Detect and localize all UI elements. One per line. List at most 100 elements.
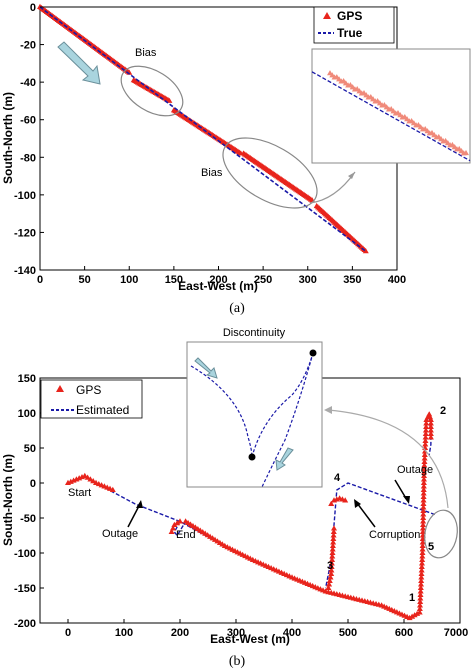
gps-point-b	[420, 521, 427, 527]
gps-point-b	[326, 581, 333, 587]
x-tick-label-a: 0	[37, 274, 43, 286]
gps-point-b	[427, 434, 434, 440]
gps-point-b	[329, 556, 336, 562]
gps-point-b	[420, 514, 427, 520]
gps-point-b	[421, 458, 428, 464]
gps-point-b	[421, 465, 428, 471]
gps-point-b	[177, 518, 183, 524]
legend-estimated-b: Estimated	[76, 403, 129, 417]
y-tick-label-b: -150	[14, 583, 36, 595]
x-tick-label-b: 7000	[444, 627, 468, 639]
gps-point-b	[422, 437, 429, 443]
inset-pointer-head-b	[324, 406, 332, 414]
x-tick-label-b: 500	[339, 627, 357, 639]
gps-point-b	[418, 567, 425, 573]
y-tick-label-b: 150	[18, 373, 36, 385]
panel-label-b: (b)	[229, 654, 246, 669]
x-tick-label-a: 350	[343, 274, 361, 286]
inset-arrow-down-left	[275, 447, 294, 471]
panel-a: 0 50 100 150 200 250 300 350 400 0 -20 -40 -60 -80 -1…	[1, 2, 471, 316]
x-tick-label-b: 100	[115, 627, 133, 639]
gps-point-b	[420, 507, 427, 513]
y-tick-label-a: -80	[20, 152, 36, 164]
panel-label-a: (a)	[229, 301, 245, 316]
discontinuity-ellipse	[424, 509, 458, 559]
gps-point-a	[362, 248, 369, 254]
gps-point-b	[418, 570, 425, 576]
gps-point-b	[422, 430, 429, 436]
outage-label-1: Outage	[102, 528, 138, 540]
x-tick-label-a: 100	[120, 274, 138, 286]
gps-point-b	[419, 542, 426, 548]
inset-a	[311, 48, 471, 164]
gps-point-b	[90, 478, 97, 484]
gps-point-b	[419, 549, 426, 555]
gps-point-b	[421, 469, 428, 475]
gps-point-b	[328, 567, 335, 573]
gps-point-b	[417, 591, 424, 597]
gps-point-b	[329, 549, 336, 555]
gps-point-b	[421, 455, 428, 461]
corruption-label: Corruption	[369, 529, 420, 541]
x-tick-label-a: 200	[209, 274, 227, 286]
gps-point-b	[109, 486, 116, 492]
y-tick-label-b: 0	[30, 478, 36, 490]
inset-pointer-arrow-b	[327, 409, 449, 509]
y-tick-label-a: -100	[14, 190, 36, 202]
gps-point-b	[420, 497, 427, 503]
gps-point-b	[416, 605, 423, 611]
y-tick-label-a: -120	[14, 227, 36, 239]
y-tick-label-a: 0	[30, 2, 36, 14]
direction-arrow-a	[57, 41, 101, 85]
discontinuity-title: Discontinuity	[223, 327, 286, 339]
gps-point-b	[416, 609, 423, 615]
gps-point-b	[419, 556, 426, 562]
discontinuity-point-1	[248, 453, 256, 461]
gps-point-b	[328, 570, 335, 576]
y-tick-label-a: -60	[20, 115, 36, 127]
gps-point-b	[420, 518, 427, 524]
legend-gps-marker-b	[56, 385, 64, 392]
gps-point-b	[420, 500, 427, 506]
gps-point-b	[409, 613, 416, 619]
gps-point-b	[84, 474, 91, 480]
gps-point-b	[427, 420, 434, 426]
x-tick-label-a: 300	[299, 274, 317, 286]
gps-point-b	[427, 414, 434, 420]
point-label-2: 2	[440, 405, 446, 417]
gps-point-b	[418, 577, 425, 583]
gps-point-b	[330, 528, 337, 534]
inset-gps-point-a	[463, 149, 469, 156]
point-label-5: 5	[428, 541, 434, 553]
y-axis-label-a: South-North (m)	[1, 92, 15, 184]
x-tick-label-b: 0	[65, 627, 71, 639]
gps-point-b	[419, 528, 426, 534]
gps-point-b	[420, 476, 427, 482]
gps-point-b	[168, 528, 175, 534]
gps-point-b	[331, 525, 337, 531]
gps-point-b	[411, 612, 418, 618]
point-label-1: 1	[409, 592, 415, 604]
x-tick-label-a: 50	[79, 274, 91, 286]
gps-point-b	[417, 598, 424, 604]
gps-point-b	[420, 511, 427, 517]
gps-point-b	[419, 553, 426, 559]
gps-point-b	[420, 486, 427, 492]
gps-point-b	[420, 483, 427, 489]
gps-point-b	[329, 542, 336, 548]
point-label-3: 3	[327, 560, 333, 572]
x-axis-label-a: East-West (m)	[178, 279, 258, 293]
gps-point-b	[406, 614, 413, 621]
outage-arrowhead-1	[136, 500, 143, 508]
gps-point-b	[420, 493, 427, 499]
inset-b: Discontinuity	[186, 327, 323, 488]
gps-point-b	[170, 525, 176, 531]
gps-point-b	[414, 610, 421, 616]
bias-ellipse-2	[222, 137, 318, 209]
gps-point-b	[417, 584, 424, 590]
inset-true-line-a	[311, 71, 471, 162]
gps-point-b	[422, 441, 429, 447]
inset-arrow-down-right	[194, 357, 218, 379]
y-tick-label-a: -140	[14, 265, 36, 277]
